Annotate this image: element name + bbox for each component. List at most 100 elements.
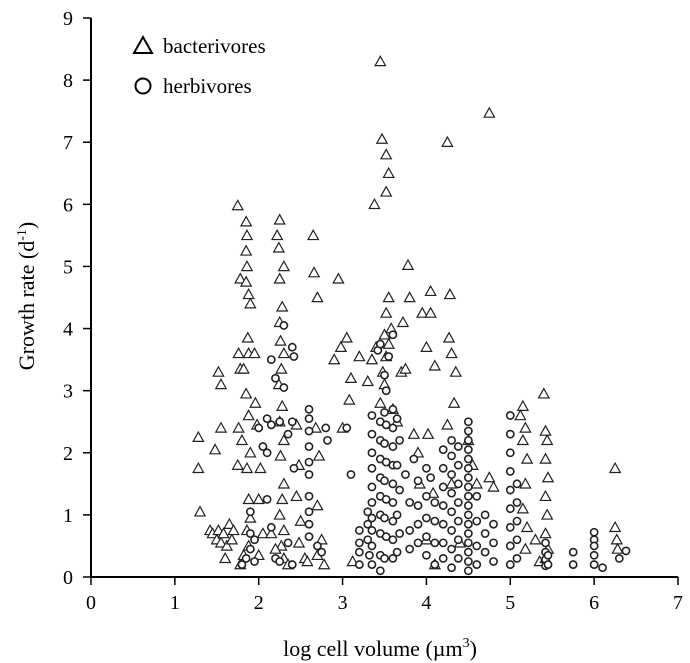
bacterivores-point (608, 461, 622, 474)
herbivores-point (388, 535, 398, 545)
herbivores-point (422, 550, 431, 560)
bacterivores-point (368, 197, 381, 210)
x-tick-label: 2 (254, 592, 264, 614)
herbivores-point (422, 513, 431, 523)
herbivores-point (381, 386, 391, 396)
bacterivores-point (540, 433, 554, 446)
herbivores-point (447, 526, 456, 535)
bacterivores-point (539, 489, 552, 502)
herbivores-point (388, 553, 398, 563)
herbivores-point (413, 538, 423, 548)
herbivores-point (463, 510, 473, 520)
bacterivores-point (445, 346, 458, 359)
herbivores-point (250, 535, 259, 545)
herbivores-point (463, 529, 473, 538)
herbivores-point (480, 529, 490, 538)
herbivores-point (438, 482, 448, 492)
bacterivores-point (424, 284, 437, 297)
bacterivores-point (208, 443, 222, 455)
bacterivores-point (234, 272, 247, 284)
legend-triangle-icon (132, 34, 154, 54)
herbivores-point (367, 526, 377, 535)
herbivores-point (430, 516, 440, 526)
bacterivores-point (272, 241, 286, 253)
herbivores-point (512, 535, 522, 545)
bacterivores-point (449, 365, 462, 377)
bacterivores-point (428, 359, 442, 371)
bacterivores-point (539, 452, 552, 464)
bacterivores-point (231, 458, 244, 470)
herbivores-point (271, 373, 280, 383)
herbivores-point (384, 352, 394, 361)
bacterivores-point (340, 331, 353, 343)
herbivores-point (453, 516, 463, 526)
bacterivores-point (192, 461, 205, 474)
herbivores-point (342, 423, 352, 433)
y-tick-label: 9 (63, 8, 73, 30)
y-tick-label: 1 (63, 505, 73, 527)
herbivores-point (321, 423, 331, 433)
herbivores-point (375, 566, 385, 576)
herbivores-point (413, 476, 423, 486)
herbivores-point (304, 426, 314, 436)
herbivores-point (289, 352, 299, 361)
herbivores-point (354, 547, 364, 557)
herbivores-point (367, 513, 377, 523)
herbivores-point (317, 547, 327, 557)
herbivores-point (463, 445, 473, 455)
herbivores-point (287, 342, 297, 352)
herbivores-point (589, 541, 599, 551)
bacterivores-point (244, 511, 257, 523)
herbivores-point (245, 544, 255, 554)
herbivores-point (541, 538, 550, 548)
herbivores-point (367, 541, 377, 551)
herbivores-point (589, 527, 599, 537)
bacterivores-point (379, 148, 393, 160)
herbivores-point (489, 538, 498, 548)
bacterivores-point (214, 378, 228, 390)
herbivores-point (304, 507, 314, 517)
herbivores-point (289, 463, 299, 473)
herbivores-point (304, 470, 314, 479)
herbivores-point (279, 383, 289, 392)
herbivores-point (505, 429, 515, 439)
data-marks (192, 55, 631, 576)
herbivores-point (472, 541, 482, 551)
bacterivores-point (516, 433, 530, 446)
y-tick-label: 3 (63, 381, 73, 403)
herbivores-point (388, 479, 398, 489)
bacterivores-point (242, 409, 255, 421)
bacterivores-point (307, 266, 321, 278)
herbivores-point (401, 470, 410, 479)
herbivores-point (589, 550, 599, 560)
bacterivores-point (275, 300, 289, 312)
legend-label-bacterivores: bacterivores (163, 34, 266, 58)
bacterivores-point (237, 362, 250, 374)
bacterivores-point (240, 260, 254, 272)
herbivores-point (422, 491, 431, 501)
x-ticks: 0 1 2 3 4 5 6 7 (86, 577, 683, 614)
bacterivores-point (334, 340, 348, 352)
herbivores-point (463, 491, 473, 501)
bacterivores-point (537, 387, 551, 399)
x-tick-label: 3 (338, 592, 348, 614)
bacterivores-point (231, 199, 244, 211)
y-tick-label: 6 (63, 194, 73, 216)
herbivores-point (354, 538, 364, 548)
herbivores-point (365, 550, 374, 560)
herbivores-point (241, 553, 251, 563)
bacterivores-point (442, 331, 456, 343)
y-tick-label: 5 (63, 256, 73, 278)
herbivores-point (367, 411, 377, 420)
bacterivores-point (232, 421, 245, 433)
herbivores-point (413, 519, 423, 529)
bacterivores-point (248, 346, 261, 359)
herbivores-point (262, 448, 272, 458)
bacterivores-point (244, 297, 257, 309)
herbivores-point (489, 519, 498, 529)
x-tick-label: 7 (673, 592, 683, 614)
herbivores-point (262, 494, 272, 504)
herbivores-point (367, 498, 377, 507)
bacterivores-point (611, 542, 624, 554)
